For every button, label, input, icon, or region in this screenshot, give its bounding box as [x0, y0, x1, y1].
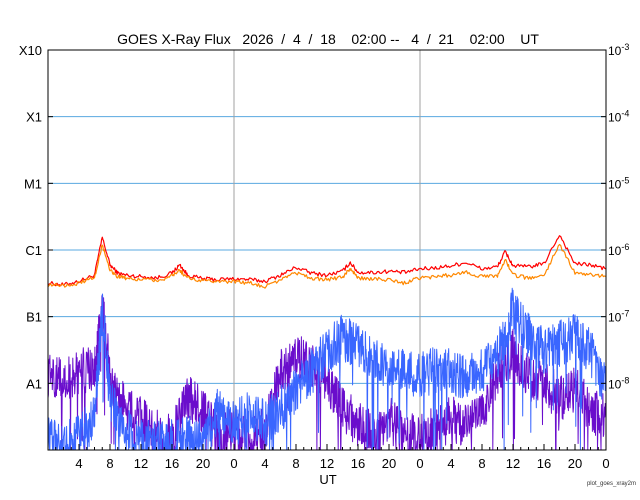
x-tick-label: 8 [292, 456, 299, 471]
y-exponent-label: 10-8 [608, 375, 629, 391]
y-exponent-label: 10-5 [608, 175, 629, 191]
x-tick-label: 16 [537, 456, 551, 471]
flux-series-0 [47, 235, 607, 287]
x-tick-label: 8 [106, 456, 113, 471]
x-tick-label: 12 [134, 456, 148, 471]
x-tick-label: 4 [447, 456, 454, 471]
credit-text: plot_goes_xray2m [587, 481, 636, 487]
x-tick-label: 20 [568, 456, 582, 471]
x-tick-label: 20 [196, 456, 210, 471]
y-exponent-label: 10-6 [608, 242, 629, 258]
flux-series-3 [47, 287, 607, 451]
x-tick-label: 4 [75, 456, 82, 471]
level-label-x1: X1 [26, 110, 42, 125]
x-tick-label: 4 [261, 456, 268, 471]
y-exponent-label: 10-7 [608, 309, 629, 325]
level-label-a1: A1 [26, 376, 42, 391]
level-label-c1: C1 [25, 243, 42, 258]
y-exponent-label: 10-4 [608, 109, 629, 125]
axis-layer: X10 X1 M1 C1 B1 A1 10-3 10-4 10-5 10-6 10-7 10-8 4 8 1… [19, 42, 630, 471]
x-tick-label: 20 [382, 456, 396, 471]
x-tick-label: 0 [416, 456, 423, 471]
x-tick-label: 12 [506, 456, 520, 471]
y-exponent-label: 10-3 [608, 42, 629, 58]
chart-title: GOES X-Ray Flux 2026 / 4 / 18 02:00 -- 4… [117, 31, 539, 47]
x-tick-label: 16 [351, 456, 365, 471]
x-tick-label: 8 [478, 456, 485, 471]
grid-layer [48, 50, 607, 450]
x-axis-label: UT [319, 472, 336, 487]
x-tick-label: 0 [230, 456, 237, 471]
level-label-m1: M1 [24, 176, 42, 191]
series-layer [47, 235, 607, 451]
flux-series-1 [47, 243, 607, 289]
x-tick-label: 12 [320, 456, 334, 471]
level-label-b1: B1 [26, 310, 42, 325]
level-label-x10: X10 [19, 43, 42, 58]
x-tick-label: 0 [602, 456, 609, 471]
x-tick-label: 16 [165, 456, 179, 471]
